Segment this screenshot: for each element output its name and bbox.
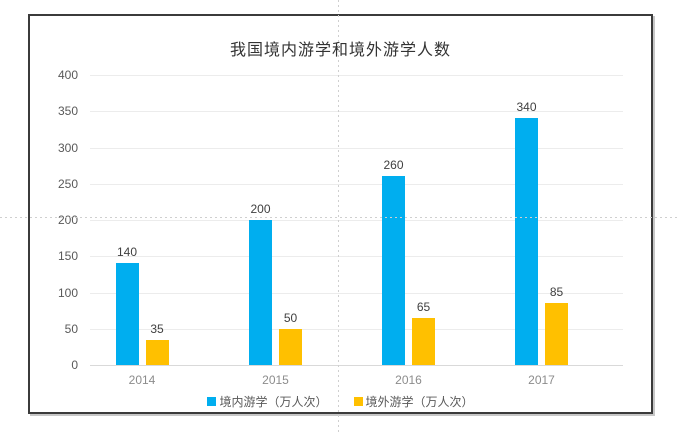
y-axis-tick-label: 300 (57, 140, 78, 155)
x-axis: 2014 2015 2016 2017 (90, 372, 623, 388)
bar-value-label: 340 (516, 100, 537, 114)
legend-item-overseas[interactable]: 境外游学（万人次） (353, 393, 474, 410)
y-axis-tick-label: 100 (57, 285, 78, 300)
y-axis-tick-label: 50 (64, 321, 78, 336)
bar-overseas-2015[interactable] (279, 329, 302, 365)
gridline (90, 256, 623, 258)
legend: 境内游学（万人次） 境外游学（万人次） (30, 392, 651, 410)
y-axis-tick-label: 150 (57, 249, 78, 264)
gridline (90, 328, 623, 330)
y-axis-tick-label: 400 (57, 68, 78, 82)
alignment-guide-vertical (338, 0, 339, 432)
gridline (90, 183, 623, 185)
gridline (90, 111, 623, 113)
chart-title[interactable]: 我国境内游学和境外游学人数 (229, 42, 451, 59)
legend-swatch-icon (207, 396, 217, 406)
gridline (90, 365, 623, 366)
bar-value-label: 85 (549, 285, 564, 299)
bar-value-label: 65 (416, 300, 431, 314)
legend-label: 境外游学（万人次） (365, 394, 474, 409)
gridline (90, 147, 623, 149)
bar-overseas-2017[interactable] (545, 303, 568, 365)
bar-value-label: 35 (150, 322, 164, 336)
x-axis-tick-label: 2015 (262, 373, 289, 387)
gridline (90, 220, 623, 221)
bar-domestic-2016[interactable] (382, 176, 405, 365)
bar-value-label: 140 (116, 245, 138, 259)
bar-value-label: 200 (250, 202, 271, 216)
bar-overseas-2014[interactable] (145, 340, 169, 365)
bar-value-label: 260 (383, 158, 404, 172)
bar-value-label: 50 (283, 311, 298, 325)
bar-domestic-2017[interactable] (515, 118, 538, 365)
y-axis-tick-label: 250 (57, 176, 78, 191)
x-axis-tick-label: 2016 (395, 373, 422, 387)
y-axis-tick-label: 200 (57, 213, 78, 227)
bar-domestic-2014[interactable] (115, 263, 139, 365)
y-axis-tick-label: 0 (71, 358, 78, 372)
bar-overseas-2016[interactable] (412, 318, 435, 365)
gridline (90, 292, 623, 294)
x-axis-tick-label: 2017 (528, 373, 555, 387)
plot-area: 140 35 200 50 260 65 340 85 (90, 75, 623, 366)
legend-swatch-icon (353, 396, 363, 406)
bar-domestic-2015[interactable] (249, 220, 272, 365)
chart-frame[interactable]: 我国境内游学和境外游学人数 140 35 200 50 260 65 340 85 0 50 10… (28, 14, 653, 414)
gridline (90, 75, 623, 76)
y-axis: 0 50 100 150 200 250 300 350 400 (30, 68, 78, 372)
legend-label: 境内游学（万人次） (219, 394, 328, 409)
x-axis-tick-label: 2014 (128, 373, 156, 387)
y-axis-tick-label: 350 (57, 104, 78, 119)
legend-item-domestic[interactable]: 境内游学（万人次） (207, 393, 328, 410)
